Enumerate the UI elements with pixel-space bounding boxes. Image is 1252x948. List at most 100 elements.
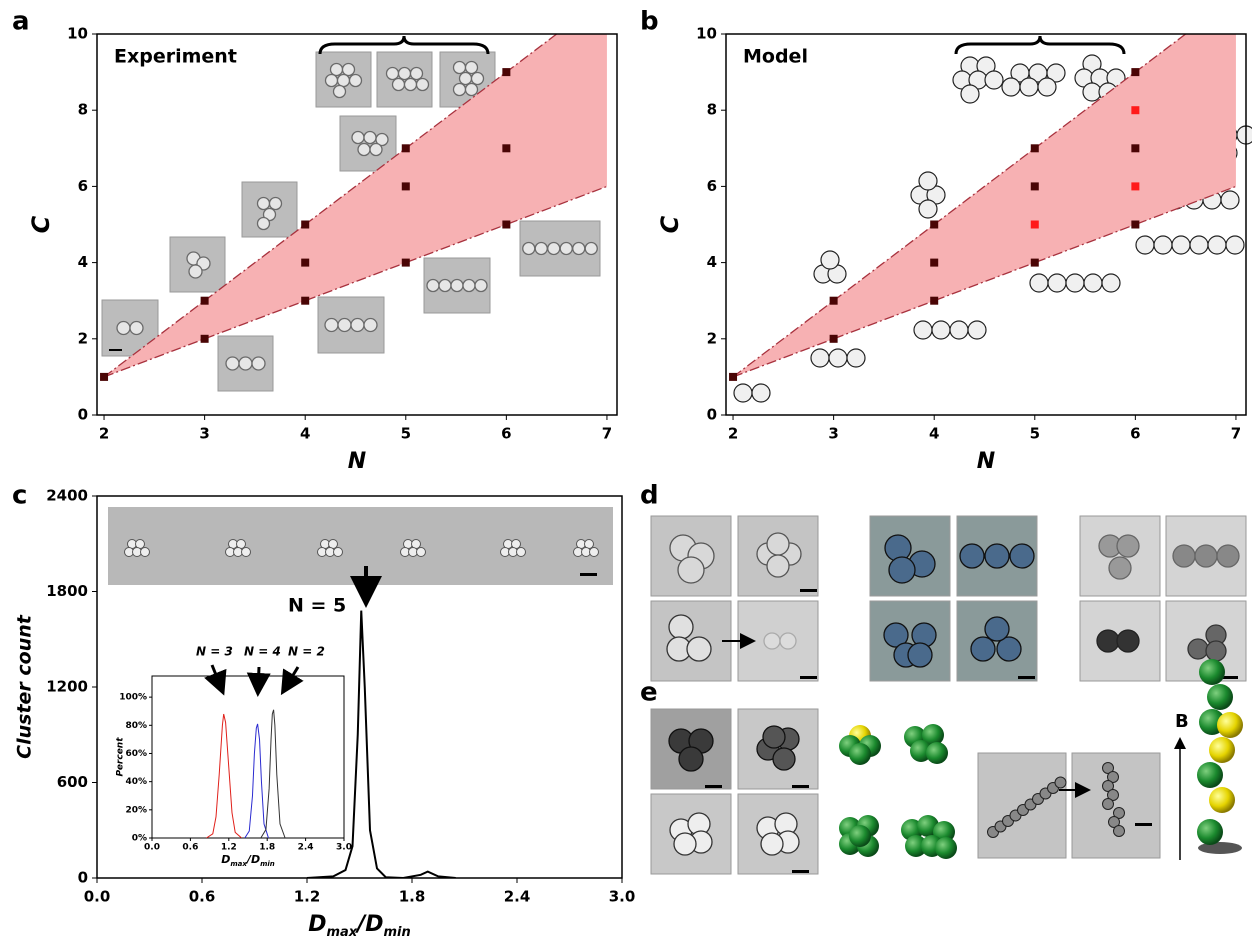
point [402,259,410,267]
particle [590,548,599,557]
x-axis-label: Dmax/Dmin [308,912,411,940]
y-tick-label: 2400 [46,487,88,505]
particle [908,643,932,667]
point [201,335,209,343]
cluster-disk [1102,274,1120,292]
scale-bar [800,676,817,679]
x-tick-label: 4 [929,425,939,443]
y-tick-label: 40% [125,777,147,787]
x-tick-label: 5 [1030,425,1040,443]
particle [460,73,472,85]
point [100,373,108,381]
point [930,221,938,229]
point [502,144,510,152]
scale-bar [792,870,809,873]
point [201,297,209,305]
field-label: B [1175,711,1189,732]
point [301,259,309,267]
particle [350,75,362,87]
inset-background [152,676,344,838]
point [1131,182,1139,190]
cluster-disk [919,172,937,190]
sphere [1197,762,1223,788]
particle [475,280,487,292]
particle [141,548,150,557]
particle [270,198,282,210]
particle [1188,639,1208,659]
particle [370,144,382,156]
point [1131,68,1139,76]
micrograph [738,794,818,874]
particle [358,144,370,156]
x-axis-label: N [977,449,995,474]
y-axis-label: C [27,215,55,233]
particle [258,198,270,210]
cluster-disk [1172,236,1190,254]
particle [427,280,439,292]
particle [364,132,376,144]
particle [1117,535,1139,557]
x-tick-label: 3 [199,425,209,443]
x-tick-label: 3.0 [336,843,352,853]
particle [1109,557,1131,579]
x-axis-label-part: D [308,912,326,937]
point [1031,144,1039,152]
particle [971,637,995,661]
x-tick-label: 0.0 [84,888,111,906]
particle [334,548,343,557]
particle [1195,545,1217,567]
particle [687,637,711,661]
point [1031,259,1039,267]
particle [761,833,783,855]
annotation-arrow [258,667,259,691]
point [930,259,938,267]
y-tick-label: 10 [696,25,717,43]
particle [387,68,399,80]
point [1131,221,1139,229]
x-tick-label: 2 [99,425,109,443]
particle [773,748,795,770]
particle [334,86,346,98]
sphere [935,837,957,859]
y-tick-label: 1800 [46,582,88,600]
cluster-disk [829,349,847,367]
cluster-disk [1154,236,1172,254]
scale-bar [800,589,817,592]
particle [331,64,343,76]
particle [1010,544,1034,568]
point [1131,144,1139,152]
particle [573,243,585,255]
particle [130,322,143,335]
particle [985,617,1009,641]
brace [320,36,488,54]
y-tick-label: 0 [78,869,88,887]
x-tick-label: 3.0 [609,888,636,906]
particle [364,319,377,332]
particle [466,62,478,74]
cluster-disk [1190,236,1208,254]
particle [1055,777,1066,788]
particle [239,357,252,370]
particle [767,533,789,555]
cluster-disk [1208,236,1226,254]
x-axis-label-part: /D [245,853,260,866]
cluster-disk [734,384,752,402]
particle [343,64,355,76]
annotation: N = 2 [288,645,325,659]
micrograph [870,516,950,596]
particle [523,243,535,255]
point [301,221,309,229]
cluster-disk [1030,274,1048,292]
y-tick-label: 8 [78,101,88,119]
particle [1103,799,1114,810]
y-tick-label: 6 [707,177,717,195]
panel-letter: d [640,481,659,511]
point [830,297,838,305]
x-axis-label-part: max [326,925,357,940]
y-axis-label: Percent [116,737,126,777]
y-tick-label: 1200 [46,678,88,696]
particle [560,243,572,255]
y-tick-label: 100% [119,693,147,703]
panel-letter: b [640,7,659,37]
point [1031,182,1039,190]
